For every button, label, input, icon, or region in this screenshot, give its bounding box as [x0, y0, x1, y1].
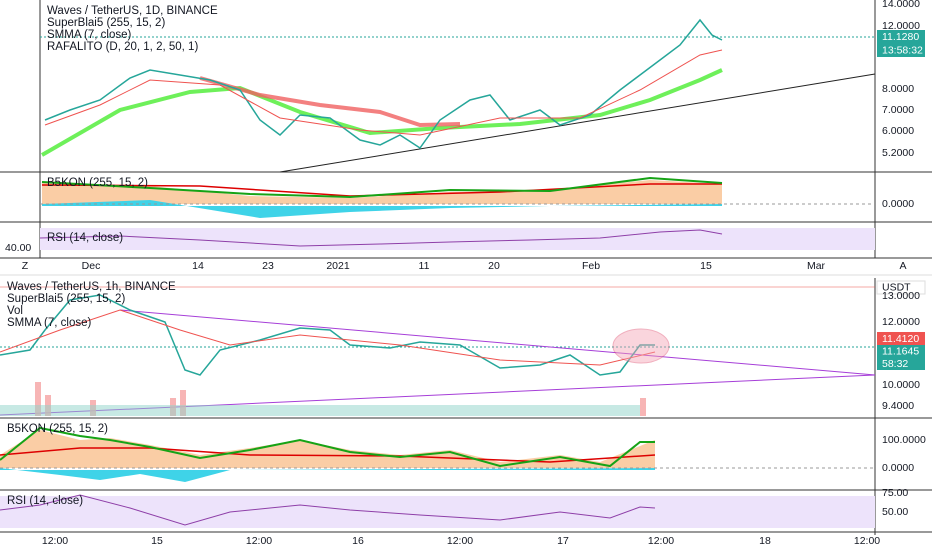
oscillator-axis-label: 0.0000 [882, 462, 914, 474]
countdown-tag [877, 358, 925, 370]
oscillator-signal [41, 183, 722, 197]
legend-indicator: SMMA (7, close) [47, 29, 132, 41]
legend-symbol: Waves / TetherUS, 1h, BINANCE [7, 281, 176, 293]
oscillator-line [41, 176, 723, 199]
time-axis-label: 12:00 [854, 535, 880, 547]
time-axis-label: 12:00 [447, 535, 473, 547]
rsi-band [40, 228, 875, 250]
legend-symbol: Waves / TetherUS, 1D, BINANCE [47, 5, 218, 17]
current-price-tag [877, 30, 925, 44]
oscillator-axis-label: 0.0000 [882, 198, 914, 210]
legend-indicator: SuperBlai5 (255, 15, 2) [7, 293, 125, 305]
rafalito-line [199, 76, 461, 128]
time-axis: 12:00 15 12:00 16 12:00 17 12:00 18 12:00 [42, 535, 880, 547]
time-axis-label: Dec [82, 260, 101, 272]
time-axis-label: 15 [151, 535, 163, 547]
price-axis-label: 12.0000 [882, 20, 920, 32]
current-price: 11.1280 [882, 31, 919, 43]
time-axis: Z Dec 14 23 2021 11 20 Feb 15 Mar A [22, 260, 907, 272]
volume-base [0, 405, 640, 416]
current-price: 11.1645 [882, 345, 919, 357]
price-axis-label: 7.0000 [882, 104, 914, 116]
trend-line [279, 73, 876, 173]
oscillator-area [0, 430, 655, 468]
superblai-line [41, 68, 723, 157]
time-axis-label: 11 [419, 260, 430, 272]
countdown: 13:58:32 [882, 44, 923, 56]
rsi-band [0, 496, 875, 528]
time-axis-label: 17 [557, 535, 569, 547]
bottom-chart: Waves / TetherUS, 1h, BINANCE SuperBlai5… [0, 278, 932, 547]
time-axis-label: 15 [700, 260, 712, 272]
oscillator-area [42, 180, 722, 204]
currency-label: USDT [882, 281, 911, 293]
legend-indicator: SMMA (7, close) [7, 317, 92, 329]
time-axis-label: 12:00 [42, 535, 68, 547]
legend-rsi: RSI (14, close) [7, 495, 83, 507]
price-axis-label: 5.2000 [882, 147, 914, 159]
oscillator-signal [0, 447, 656, 463]
countdown-tag [877, 44, 925, 57]
time-axis-label: Feb [582, 260, 600, 272]
smma-line [0, 309, 656, 366]
legend-oscillator: B5KON (255, 15, 2) [47, 177, 148, 189]
price-path [0, 294, 655, 376]
high-price: 11.4120 [882, 333, 919, 345]
time-axis-label: 14 [192, 260, 204, 272]
time-axis-label: 12:00 [246, 535, 272, 547]
time-axis-label: 23 [262, 260, 274, 272]
legend-indicator: SuperBlai5 (255, 15, 2) [47, 17, 165, 29]
current-price-tag [877, 345, 925, 358]
time-axis-label: 18 [759, 535, 771, 547]
legend-indicator: RAFALITO (D, 20, 1, 2, 50, 1) [47, 41, 198, 53]
price-axis-label: 8.0000 [882, 83, 914, 95]
highlight-ellipse [612, 328, 670, 364]
time-axis-label: Mar [807, 260, 826, 272]
high-price-tag [877, 332, 925, 346]
oscillator-area-low [0, 468, 655, 482]
oscillator-area-low [42, 200, 722, 218]
price-axis-label: 13.0000 [882, 290, 920, 302]
rsi-line [0, 494, 656, 526]
rsi-axis-label: 50.00 [882, 506, 908, 518]
time-axis-label: 20 [488, 260, 500, 272]
price-axis-label: 12.0000 [882, 316, 920, 328]
rsi-line [39, 229, 723, 247]
rsi-axis-label: 40.00 [5, 242, 31, 254]
legend-oscillator: B5KON (255, 15, 2) [7, 423, 108, 435]
top-chart: Waves / TetherUS, 1D, BINANCE SuperBlai5… [0, 0, 932, 272]
time-axis-label: 16 [352, 535, 364, 547]
price-axis-label: 10.0000 [882, 379, 920, 391]
smma-line [44, 49, 723, 136]
countdown: 58:32 [882, 358, 908, 370]
price-axis-label: 9.4000 [882, 400, 914, 412]
oscillator-axis-label: 100.0000 [882, 434, 926, 446]
legend-indicator: Vol [7, 305, 23, 317]
time-axis-label: Z [22, 260, 29, 272]
currency-tag [876, 280, 926, 295]
rsi-axis-label: 75.00 [882, 487, 908, 499]
price-path [44, 18, 723, 150]
trend-line-upper [119, 309, 876, 376]
time-axis-label: A [899, 260, 906, 272]
legend-rsi: RSI (14, close) [47, 232, 123, 244]
price-axis-label: 14.0000 [882, 0, 920, 10]
time-axis-label: 2021 [326, 260, 350, 272]
price-axis-label: 6.0000 [882, 125, 914, 137]
oscillator-line [0, 426, 655, 468]
time-axis-label: 12:00 [648, 535, 674, 547]
